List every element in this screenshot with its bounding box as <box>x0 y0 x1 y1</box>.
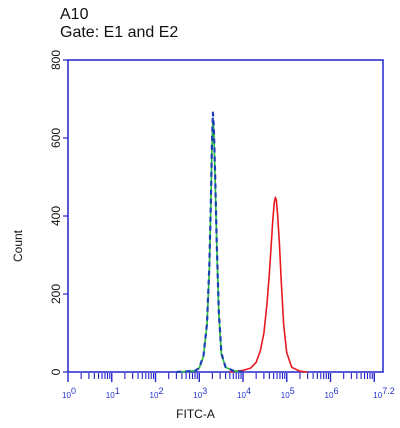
x-tick-label: 102 <box>150 386 164 400</box>
y-axis-label: Count <box>11 229 25 262</box>
y-tick-label: 0 <box>49 368 63 375</box>
x-axis-label: FITC-A <box>176 407 215 421</box>
y-tick-label: 200 <box>49 284 63 304</box>
x-tick-label: 105 <box>281 386 295 400</box>
chart-title: A10 <box>60 6 89 23</box>
x-tick-label: 107.2 <box>373 386 394 400</box>
y-tick-label: 400 <box>49 206 63 226</box>
x-tick-label: 104 <box>237 386 251 400</box>
y-tick-label: 800 <box>49 50 63 70</box>
series-line-3 <box>176 111 244 374</box>
plot-frame <box>67 59 384 373</box>
chart-subtitle: Gate: E1 and E2 <box>60 24 179 41</box>
x-tick-label: 106 <box>325 386 339 400</box>
series-line-1 <box>229 196 308 373</box>
x-tick-label: 103 <box>193 386 207 400</box>
x-tick-label: 100 <box>62 386 76 400</box>
y-tick-label: 600 <box>49 128 63 148</box>
x-tick-label: 101 <box>106 386 120 400</box>
